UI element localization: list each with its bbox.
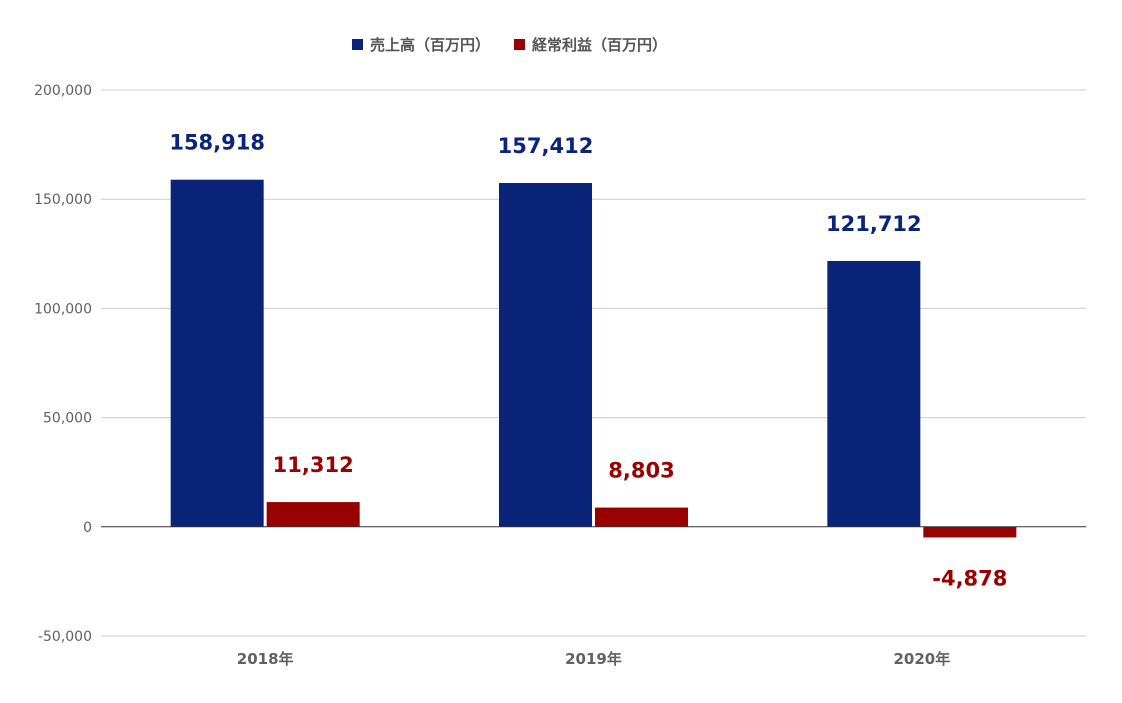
data-label-ordinary-profit: 8,803 — [608, 459, 674, 483]
x-category-label: 2018年 — [237, 650, 294, 668]
x-category-label: 2019年 — [565, 650, 622, 668]
y-axis: 200,000 150,000 100,000 50,000 0 -50,000 — [34, 83, 92, 645]
y-tick-label: 150,000 — [34, 192, 92, 208]
legend-label-revenue: 売上高（百万円） — [370, 36, 490, 54]
bar-ordinary-profit[interactable] — [923, 526, 1017, 538]
bars — [170, 179, 1017, 538]
x-axis: 2018年 2019年 2020年 — [237, 650, 950, 668]
bar-revenue[interactable] — [170, 179, 264, 527]
gridlines — [101, 89, 1086, 637]
legend-item-ordinary-profit[interactable]: 経常利益（百万円） — [514, 36, 667, 54]
bar-revenue[interactable] — [499, 183, 592, 527]
bar-ordinary-profit[interactable] — [266, 502, 360, 527]
legend-item-revenue[interactable]: 売上高（百万円） — [352, 36, 490, 54]
legend: 売上高（百万円） 経常利益（百万円） — [352, 36, 667, 54]
data-label-revenue: 157,412 — [498, 134, 594, 158]
legend-swatch-ordinary-profit — [514, 39, 525, 50]
x-category-label: 2020年 — [893, 650, 950, 668]
data-labels: 158,918 11,312 157,412 8,803 121,712 -4,878 — [169, 131, 1007, 591]
legend-label-ordinary-profit: 経常利益（百万円） — [532, 36, 667, 54]
bar-ordinary-profit[interactable] — [595, 507, 688, 527]
y-tick-label: 100,000 — [34, 301, 92, 317]
bar-revenue[interactable] — [827, 260, 921, 527]
y-tick-label: -50,000 — [38, 629, 92, 645]
legend-swatch-revenue — [352, 39, 363, 50]
data-label-ordinary-profit: -4,878 — [932, 566, 1007, 590]
y-tick-label: 50,000 — [43, 411, 92, 427]
y-tick-label: 0 — [83, 520, 92, 536]
data-label-revenue: 121,712 — [826, 212, 922, 236]
data-label-revenue: 158,918 — [169, 131, 265, 155]
y-tick-label: 200,000 — [34, 83, 92, 99]
data-label-ordinary-profit: 11,312 — [273, 453, 354, 477]
